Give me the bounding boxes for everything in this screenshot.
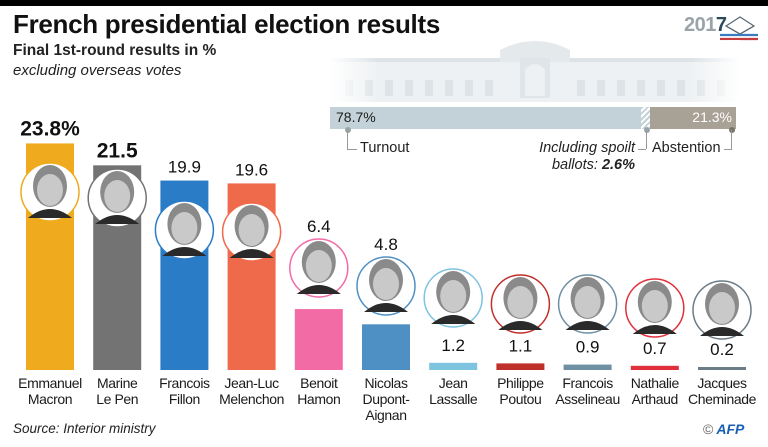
turnout-caption: Turnout	[360, 140, 410, 156]
bar-jacques-cheminade	[698, 367, 746, 370]
turnout-bar: 78.7% 21.3%	[330, 107, 736, 129]
results-bar-chart: 23.8% 21.5 19.9 19.6 6.4 4.8 1.2 1.1 0.9 0.7 0.2	[20, 117, 752, 370]
candidate-name-label: Marine Le Pen	[82, 375, 152, 407]
chart-subtitle: Final 1st-round results in %	[13, 42, 217, 59]
bar-philippe-poutou	[496, 363, 545, 370]
bar-francois-asselineau	[563, 364, 612, 370]
candidate-photo-jean-lassalle	[423, 268, 483, 328]
value-label: 0.7	[643, 339, 667, 358]
candidate-name-line: Jean-Luc	[224, 375, 279, 391]
candidate-photo-philippe-poutou	[490, 274, 551, 334]
candidate-name-label: Jacques Cheminade	[687, 375, 757, 407]
candidate-name-line: Dupont-	[362, 391, 410, 407]
candidate-photo-francois-fillon	[154, 200, 215, 260]
elysee-palace-illustration	[330, 40, 740, 102]
value-label: 19.9	[168, 158, 201, 177]
candidate-name-label: Jean-Luc Melenchon	[217, 375, 287, 407]
spoilt-ballots-segment	[640, 107, 650, 129]
top-bar	[0, 0, 768, 6]
abstention-value: 21.3%	[692, 109, 732, 125]
candidate-name-line: Marine	[96, 375, 138, 391]
candidate-name-label: Francois Asselineau	[553, 375, 623, 407]
candidate-photo-marine-le-pen	[87, 168, 147, 228]
spoilt-connector-h	[638, 149, 646, 150]
candidate-name-line: Lassalle	[429, 391, 478, 407]
candidate-name-line: Emmanuel	[18, 375, 82, 391]
value-label: 19.6	[235, 160, 268, 179]
candidate-name-label: Jean Lassalle	[418, 375, 488, 407]
candidate-name-label: Benoit Hamon	[284, 375, 354, 407]
abstention-connector	[731, 130, 732, 149]
election-2017-logo: 2017	[684, 14, 760, 41]
copyright-icon: ©	[703, 421, 714, 437]
value-label: 4.8	[374, 235, 398, 254]
candidate-name-line: Francois	[562, 375, 613, 391]
candidate-name-line: Cheminade	[688, 391, 756, 407]
candidate-photo-emmanuel-macron	[20, 162, 80, 222]
candidate-photo-jean-luc-melenchon	[221, 202, 282, 262]
value-label: 1.2	[441, 336, 465, 355]
spoilt-marker	[644, 127, 650, 133]
value-label: 23.8%	[20, 117, 80, 140]
candidate-name-label: Philippe Poutou	[485, 375, 555, 407]
value-label: 21.5	[97, 139, 138, 162]
turnout-marker	[345, 127, 351, 133]
candidate-name-line: Nicolas	[364, 375, 408, 391]
candidate-name-label: Nathalie Arthaud	[620, 375, 690, 407]
candidate-photo-jacques-cheminade	[692, 280, 752, 340]
candidate-name-line: Francois	[159, 375, 210, 391]
envelope-icon	[720, 16, 758, 41]
value-label: 0.9	[576, 338, 600, 357]
candidate-name-line: Melenchon	[219, 391, 285, 407]
abstention-connector-h	[724, 149, 732, 150]
logo-year: 2017	[684, 14, 727, 36]
afp-credit: © AFP	[703, 421, 744, 437]
candidate-name-label: Emmanuel Macron	[15, 375, 85, 407]
candidate-photo-benoit-hamon	[289, 238, 349, 298]
spoilt-connector	[646, 130, 647, 149]
abstention-segment: 21.3%	[649, 107, 736, 129]
candidate-name-line: Benoit	[300, 375, 338, 391]
candidate-photo-nathalie-arthaud	[625, 278, 685, 338]
bar-nathalie-arthaud	[630, 365, 679, 370]
candidate-name-line: Nathalie	[630, 375, 680, 391]
abstention-marker	[729, 127, 735, 133]
afp-logo: AFP	[716, 421, 745, 437]
candidate-name-line: Macron	[27, 391, 73, 407]
chart-title: French presidential election results	[13, 9, 440, 39]
turnout-segment: 78.7%	[330, 107, 641, 129]
candidate-name-line: Le Pen	[96, 391, 139, 407]
candidate-name-line: Fillon	[168, 391, 200, 407]
turnout-connector-h	[347, 149, 357, 150]
candidate-photo-francois-asselineau	[557, 274, 618, 334]
source-note: Source: Interior ministry	[13, 421, 156, 436]
candidate-name-line: Jean	[438, 375, 468, 391]
candidate-name-label: Nicolas Dupont- Aignan	[351, 375, 421, 423]
candidate-photo-nicolas-dupont-aignan	[356, 256, 416, 316]
value-label: 6.4	[307, 217, 331, 236]
bar-benoit-hamon	[294, 309, 343, 370]
candidate-name-line: Jacques	[697, 375, 747, 391]
candidate-name-line: Philippe	[497, 375, 544, 391]
chart-note: excluding overseas votes	[13, 62, 182, 79]
abstention-caption: Abstention	[652, 140, 721, 156]
value-label: 1.1	[509, 336, 533, 355]
bar-jean-lassalle	[429, 362, 478, 370]
bar-nicolas-dupont-aignan	[362, 324, 410, 370]
value-label: 0.2	[710, 340, 734, 359]
candidate-name-line: Aignan	[365, 407, 407, 423]
candidate-name-line: Hamon	[297, 391, 341, 407]
turnout-value: 78.7%	[336, 109, 376, 125]
turnout-connector	[347, 130, 348, 149]
candidate-name-line: Arthaud	[631, 391, 679, 407]
candidate-name-line: Poutou	[499, 391, 542, 407]
candidate-name-line: Asselineau	[555, 391, 620, 407]
candidate-name-label: Francois Fillon	[149, 375, 219, 407]
spoilt-caption: Including spoilt ballots: 2.6%	[539, 140, 635, 173]
